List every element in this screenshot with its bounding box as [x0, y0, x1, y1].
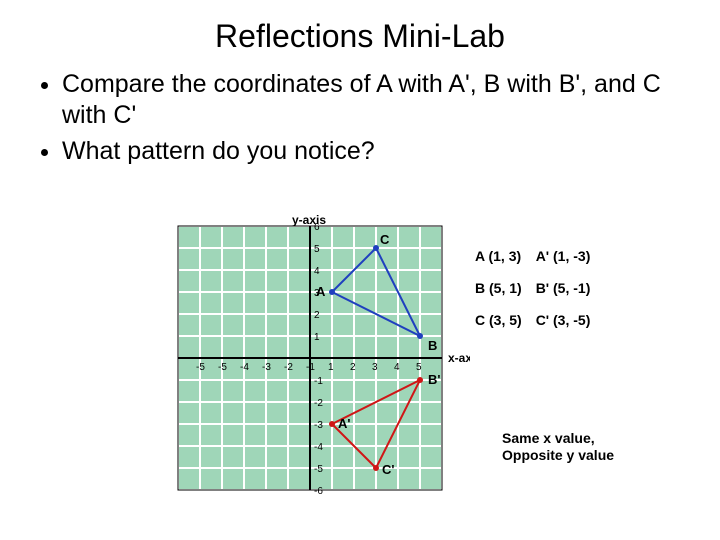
- cell-B: B (5, 1): [475, 272, 536, 304]
- svg-text:4: 4: [314, 266, 320, 277]
- coordinate-table: A (1, 3) A' (1, -3) B (5, 1) B' (5, -1) …: [475, 240, 604, 336]
- cell-C: C (3, 5): [475, 304, 536, 336]
- coordinate-graph: -5-5-4-3-2-112345-6-5-4-3-2-1123456x-axi…: [150, 214, 470, 529]
- svg-text:1: 1: [314, 332, 320, 343]
- svg-text:-4: -4: [314, 442, 323, 453]
- svg-text:5: 5: [314, 244, 320, 255]
- svg-text:B': B': [428, 372, 440, 387]
- svg-text:-3: -3: [314, 420, 323, 431]
- note-line: Opposite y value: [502, 447, 614, 463]
- svg-text:-4: -4: [240, 362, 249, 373]
- svg-text:B: B: [428, 338, 437, 353]
- svg-text:2: 2: [350, 362, 356, 373]
- svg-text:-2: -2: [314, 398, 323, 409]
- svg-text:-3: -3: [262, 362, 271, 373]
- note-line: Same x value,: [502, 430, 595, 446]
- svg-text:A': A': [338, 416, 350, 431]
- svg-text:A: A: [316, 284, 326, 299]
- svg-text:-6: -6: [314, 486, 323, 497]
- bullet-list: Compare the coordinates of A with A', B …: [0, 69, 720, 167]
- cell-A: A (1, 3): [475, 240, 536, 272]
- table-row: B (5, 1) B' (5, -1): [475, 272, 604, 304]
- svg-text:x-axis: x-axis: [448, 351, 470, 365]
- svg-text:1: 1: [328, 362, 334, 373]
- table-row: A (1, 3) A' (1, -3): [475, 240, 604, 272]
- svg-text:-1: -1: [314, 376, 323, 387]
- svg-text:-5: -5: [314, 464, 323, 475]
- svg-text:5: 5: [416, 362, 422, 373]
- bullet-item: What pattern do you notice?: [62, 136, 696, 167]
- table-row: C (3, 5) C' (3, -5): [475, 304, 604, 336]
- svg-text:3: 3: [372, 362, 378, 373]
- svg-text:C': C': [382, 462, 394, 477]
- svg-text:2: 2: [314, 310, 320, 321]
- pattern-note: Same x value, Opposite y value: [502, 430, 614, 464]
- svg-text:-1: -1: [306, 362, 315, 373]
- svg-text:-5: -5: [218, 362, 227, 373]
- bullet-item: Compare the coordinates of A with A', B …: [62, 69, 696, 132]
- cell-Cp: C' (3, -5): [536, 304, 605, 336]
- svg-text:C: C: [380, 232, 390, 247]
- svg-text:4: 4: [394, 362, 400, 373]
- page-title: Reflections Mini-Lab: [0, 0, 720, 69]
- cell-Ap: A' (1, -3): [536, 240, 605, 272]
- cell-Bp: B' (5, -1): [536, 272, 605, 304]
- svg-text:-2: -2: [284, 362, 293, 373]
- svg-text:y-axis: y-axis: [292, 214, 326, 227]
- svg-text:-5: -5: [196, 362, 205, 373]
